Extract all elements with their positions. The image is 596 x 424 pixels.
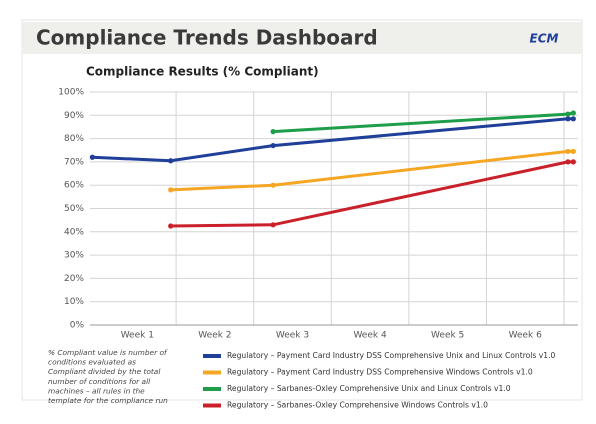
y-tick-label: 40% xyxy=(64,227,84,237)
logo: ECM xyxy=(530,32,559,46)
y-tick-label: 90% xyxy=(64,111,84,121)
y-tick-label: 50% xyxy=(64,204,84,214)
x-tick-label: Week 2 xyxy=(198,331,231,341)
data-point xyxy=(270,182,276,188)
legend-label: Regulatory – Payment Card Industry DSS C… xyxy=(227,368,533,377)
data-point xyxy=(565,159,571,165)
note-line: machines – all rules in the xyxy=(48,386,145,395)
data-point xyxy=(570,116,576,122)
series-line xyxy=(170,160,574,228)
data-point xyxy=(565,148,571,155)
y-tick-label: 80% xyxy=(64,134,84,144)
legend-label: Regulatory – Sarbanes-Oxley Comprehensiv… xyxy=(227,384,511,393)
y-tick-label: 30% xyxy=(64,251,84,261)
x-tick-label: Week 1 xyxy=(121,331,154,341)
data-point xyxy=(168,187,174,193)
x-tick-label: Week 4 xyxy=(353,331,387,341)
data-point xyxy=(570,110,576,116)
data-point xyxy=(270,129,276,135)
data-point xyxy=(565,111,571,117)
data-point xyxy=(270,222,276,228)
series-line xyxy=(170,149,574,192)
y-tick-label: 70% xyxy=(64,157,84,167)
data-point xyxy=(168,158,174,164)
y-tick-label: 10% xyxy=(64,297,84,307)
x-tick-label: Week 5 xyxy=(431,331,464,341)
data-point xyxy=(270,142,276,149)
note-line: template for the compliance run xyxy=(48,396,168,405)
data-point xyxy=(565,116,571,122)
x-tick-label: Week 3 xyxy=(276,331,309,341)
card xyxy=(21,19,583,401)
note-line: Compliant divided by the total xyxy=(48,367,161,376)
data-point xyxy=(570,159,576,165)
y-tick-label: 100% xyxy=(58,88,84,98)
y-tick-label: 20% xyxy=(64,274,84,284)
legend-label: Regulatory – Payment Card Industry DSS C… xyxy=(227,351,556,360)
note-line: number of conditions for all xyxy=(48,377,151,386)
note-line: conditions evaluated as xyxy=(48,358,136,367)
dashboard-title: Compliance Trends Dashboard xyxy=(36,26,378,50)
legend-label: Regulatory – Sarbanes-Oxley Comprehensiv… xyxy=(227,401,488,410)
chart-title: Compliance Results (% Compliant) xyxy=(86,65,319,79)
note-line: % Compliant value is number of xyxy=(48,348,168,357)
header-bar xyxy=(22,22,582,54)
y-tick-label: 0% xyxy=(70,321,85,331)
y-tick-label: 60% xyxy=(64,181,84,191)
data-point xyxy=(89,154,95,160)
data-point xyxy=(570,148,576,155)
x-tick-label: Week 6 xyxy=(509,331,543,341)
data-point xyxy=(168,223,174,229)
